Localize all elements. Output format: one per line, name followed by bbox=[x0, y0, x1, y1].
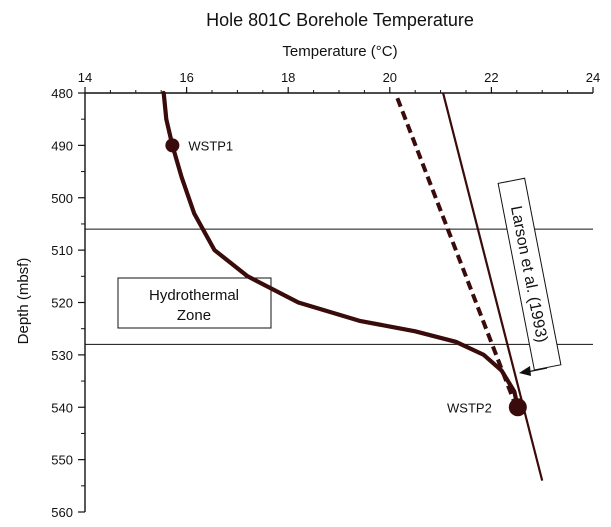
y-tick-label: 480 bbox=[51, 86, 73, 101]
x-tick-label: 22 bbox=[484, 70, 498, 85]
y-tick-label: 530 bbox=[51, 348, 73, 363]
x-tick-label: 14 bbox=[78, 70, 92, 85]
data-point-wstp2 bbox=[508, 398, 527, 417]
x-tick-label: 18 bbox=[281, 70, 295, 85]
larson-arrow-head bbox=[519, 366, 531, 376]
y-tick-label: 490 bbox=[51, 138, 73, 153]
series-line-3 bbox=[442, 92, 544, 481]
y-tick-label: 550 bbox=[51, 453, 73, 468]
zone-label-line: Hydrothermal bbox=[149, 287, 239, 304]
y-tick-label: 520 bbox=[51, 296, 73, 311]
zone-label-line: Zone bbox=[177, 307, 211, 324]
y-tick-label: 560 bbox=[51, 505, 73, 520]
data-point-wstp1 bbox=[165, 138, 180, 153]
point-label-wstp2: WSTP2 bbox=[447, 400, 492, 415]
y-tick-label: 540 bbox=[51, 400, 73, 415]
y-axis-label: Depth (mbsf) bbox=[15, 258, 32, 345]
chart-title: Hole 801C Borehole Temperature bbox=[206, 10, 474, 30]
x-tick-label: 16 bbox=[179, 70, 193, 85]
point-label-wstp1: WSTP1 bbox=[188, 138, 233, 153]
y-tick-label: 500 bbox=[51, 191, 73, 206]
series-line-2 bbox=[395, 97, 517, 403]
y-tick-label: 510 bbox=[51, 243, 73, 258]
x-tick-label: 24 bbox=[586, 70, 600, 85]
x-tick-label: 20 bbox=[383, 70, 397, 85]
larson-label-box bbox=[497, 177, 562, 371]
zone-label-box bbox=[117, 277, 272, 329]
x-axis-label: Temperature (°C) bbox=[282, 43, 397, 60]
series-line-1 bbox=[161, 90, 520, 410]
